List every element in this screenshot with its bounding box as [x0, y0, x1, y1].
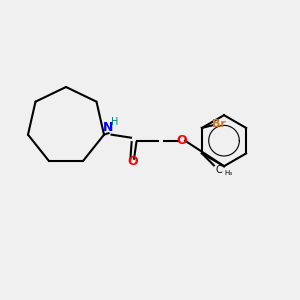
Text: O: O — [127, 155, 137, 168]
Text: O: O — [177, 134, 187, 147]
Text: Br: Br — [212, 119, 225, 129]
Text: C: C — [215, 165, 222, 175]
Text: N: N — [103, 121, 114, 134]
Text: H₃: H₃ — [224, 170, 232, 176]
Text: H: H — [111, 117, 118, 127]
